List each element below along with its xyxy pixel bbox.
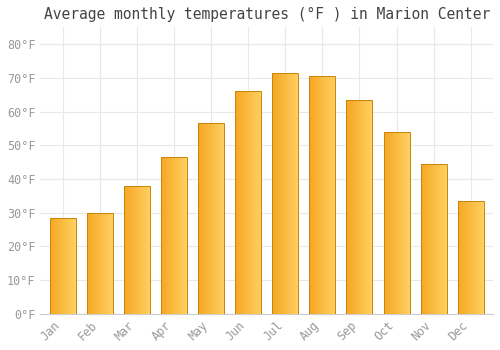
Bar — [458, 201, 484, 314]
Bar — [384, 132, 409, 314]
Bar — [124, 186, 150, 314]
Bar — [310, 76, 336, 314]
Bar — [420, 164, 446, 314]
Title: Average monthly temperatures (°F ) in Marion Center: Average monthly temperatures (°F ) in Ma… — [44, 7, 490, 22]
Bar — [50, 218, 76, 314]
Bar — [346, 100, 372, 314]
Bar — [235, 91, 261, 314]
Bar — [198, 124, 224, 314]
Bar — [272, 73, 298, 314]
Bar — [86, 213, 113, 314]
Bar — [161, 157, 187, 314]
